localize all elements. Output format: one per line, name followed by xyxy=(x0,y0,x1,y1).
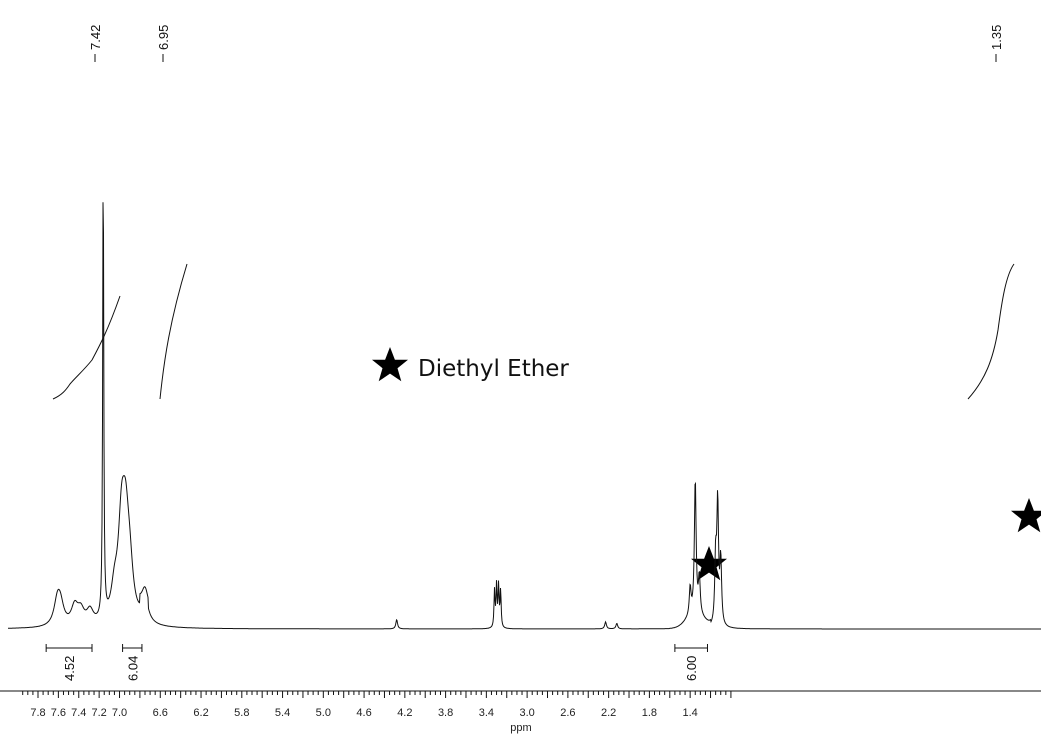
x-tick-label: 6.6 xyxy=(153,707,168,719)
x-tick-label: 7.2 xyxy=(91,707,106,719)
integral-label: 6.04 xyxy=(125,656,140,681)
x-axis-label: ppm xyxy=(510,722,531,734)
peak-labels: 7.42 6.95 1.35 xyxy=(88,25,1004,62)
integral-bars: 4.52 6.04 6.00 xyxy=(45,644,708,681)
peak-label-6-95: 6.95 xyxy=(156,25,171,50)
integral-curve-2 xyxy=(159,263,188,400)
x-tick-label: 2.2 xyxy=(601,707,616,719)
integral-curve-1 xyxy=(52,295,121,400)
star-icon xyxy=(1011,498,1041,533)
x-tick-label: 2.6 xyxy=(560,707,575,719)
x-tick-label: 5.4 xyxy=(275,707,290,719)
integral-label: 6.00 xyxy=(684,656,699,681)
x-tick-label: 3.0 xyxy=(519,707,534,719)
impurity-markers xyxy=(691,498,1041,581)
integral-curves xyxy=(52,263,1015,400)
x-tick-label: 7.0 xyxy=(112,707,127,719)
x-tick-label: 3.4 xyxy=(479,707,494,719)
x-tick-label: 7.6 xyxy=(51,707,66,719)
peak-label-7-42: 7.42 xyxy=(88,25,103,50)
integral-curve-3 xyxy=(967,263,1015,400)
integral-label: 4.52 xyxy=(62,656,77,681)
spectrum-trace xyxy=(8,202,1041,630)
x-tick-label: 5.0 xyxy=(316,707,331,719)
x-tick-label: 7.8 xyxy=(30,707,45,719)
legend: Diethyl Ether xyxy=(372,347,569,382)
x-axis: 7.8 7.6 7.4 7.2 7.0 6.6 6.2 5.8 5.4 5.0 4.6 4.2 3.8 3… xyxy=(0,690,1041,719)
legend-label: Diethyl Ether xyxy=(418,356,569,382)
x-tick-label: 7.4 xyxy=(71,707,86,719)
star-icon xyxy=(372,347,408,382)
x-tick-label: 4.6 xyxy=(356,707,371,719)
x-tick-label: 5.8 xyxy=(234,707,249,719)
x-tick-label: 4.2 xyxy=(397,707,412,719)
peak-label-1-35: 1.35 xyxy=(989,25,1004,50)
x-tick-label: 1.8 xyxy=(642,707,657,719)
x-tick-label: 3.8 xyxy=(438,707,453,719)
x-tick-label: 1.4 xyxy=(683,707,698,719)
star-icon xyxy=(691,546,727,581)
x-tick-label: 6.2 xyxy=(193,707,208,719)
